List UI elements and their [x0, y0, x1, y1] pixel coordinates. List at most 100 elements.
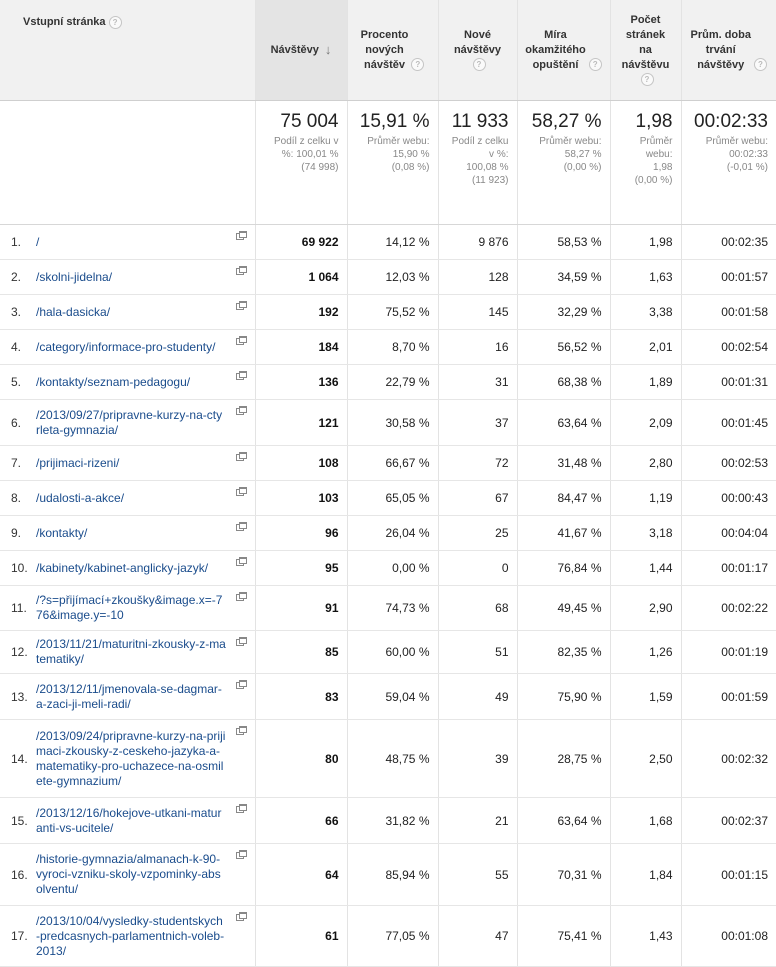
cell-new-visits: 128 — [438, 259, 518, 295]
table-row: 7. /prijimaci-rizeni/108 66,67 % 72 31,48 % 2… — [0, 445, 776, 481]
cell-visits: 83 — [255, 673, 348, 720]
cell-pages-per-visit: 2,80 — [610, 445, 682, 481]
landing-page-link[interactable]: /2013/10/04/vysledky-studentskych-predca… — [36, 913, 225, 958]
open-in-new-window-icon[interactable] — [235, 726, 247, 735]
row-number: 4. — [11, 340, 22, 354]
cell-new-visits: 21 — [438, 797, 518, 844]
landing-page-link[interactable]: /udalosti-a-akce/ — [36, 490, 125, 505]
cell-visits: 192 — [255, 294, 348, 330]
help-icon[interactable]: ? — [472, 58, 486, 72]
open-in-new-window-icon[interactable] — [235, 452, 247, 461]
cell-new-visits: 55 — [438, 843, 518, 906]
landing-page-link[interactable]: /2013/09/27/pripravne-kurzy-na-ctyrleta-… — [36, 407, 223, 437]
open-in-new-window-icon[interactable] — [235, 301, 247, 310]
open-in-new-window-icon[interactable] — [235, 912, 247, 921]
cell-bounce-rate: 41,67 % — [517, 515, 611, 551]
open-in-new-window-icon[interactable] — [235, 804, 247, 813]
cell-avg-duration: 00:01:15 — [681, 843, 776, 906]
cell-avg-duration: 00:02:54 — [681, 329, 776, 365]
cell-avg-duration: 00:02:35 — [681, 224, 776, 260]
landing-page-link[interactable]: /skolni-jidelna/ — [36, 269, 113, 284]
help-icon[interactable]: ? — [588, 58, 602, 72]
cell-visits: 121 — [255, 399, 348, 446]
col-header-bounce-rate[interactable]: Míra okamžitého opuštění? — [517, 0, 611, 101]
landing-page-link[interactable]: /2013/12/16/hokejove-utkani-maturanti-vs… — [36, 805, 222, 835]
landing-page-link[interactable]: /?s=přijímací+zkoušky&image.x=-776&image… — [36, 593, 223, 622]
cell-visits: 85 — [255, 630, 348, 674]
open-in-new-window-icon[interactable] — [235, 231, 247, 240]
table-row: 2. /skolni-jidelna/1 064 12,03 % 128 34,59 %… — [0, 259, 776, 295]
cell-avg-duration: 00:01:08 — [681, 905, 776, 967]
cell-pages-per-visit: 1,43 — [610, 905, 682, 967]
table-row: 4. /category/informace-pro-studenty/184 8,… — [0, 329, 776, 365]
cell-avg-duration: 00:02:53 — [681, 445, 776, 481]
open-in-new-window-icon[interactable] — [235, 266, 247, 275]
table-row: 14. /2013/09/24/pripravne-kurzy-na-prijim… — [0, 719, 776, 798]
landing-page-link[interactable]: /hala-dasicka/ — [36, 304, 111, 319]
row-number: 13. — [11, 689, 28, 704]
cell-new-visits: 67 — [438, 480, 518, 516]
total-visits: 75 004 Podíl z celku v%: 100,01 % (74 998… — [255, 100, 348, 225]
help-icon[interactable]: ? — [754, 58, 767, 72]
landing-page-link[interactable]: /kontakty/seznam-pedagogu/ — [36, 374, 191, 389]
col-header-landing-page[interactable]: Vstupní stránka? — [0, 0, 256, 101]
cell-new-visits-pct: 77,05 % — [347, 905, 439, 967]
cell-visits: 66 — [255, 797, 348, 844]
cell-bounce-rate: 76,84 % — [517, 550, 611, 586]
help-icon[interactable]: ? — [108, 15, 122, 29]
open-in-new-window-icon[interactable] — [235, 371, 247, 380]
col-header-new-visits[interactable]: Nové návštěvy? — [438, 0, 518, 101]
cell-pages-per-visit: 2,90 — [610, 585, 682, 631]
cell-new-visits: 16 — [438, 329, 518, 365]
help-icon[interactable]: ? — [411, 58, 425, 72]
cell-visits: 108 — [255, 445, 348, 481]
landing-page-link[interactable]: /2013/11/21/maturitni-zkousky-z-matemati… — [36, 637, 226, 666]
open-in-new-window-icon[interactable] — [235, 487, 247, 496]
cell-new-visits-pct: 30,58 % — [347, 399, 439, 446]
cell-avg-duration: 00:02:37 — [681, 797, 776, 844]
open-in-new-window-icon[interactable] — [235, 522, 247, 531]
cell-pages-per-visit: 1,19 — [610, 480, 682, 516]
cell-new-visits: 0 — [438, 550, 518, 586]
help-icon[interactable]: ? — [640, 73, 654, 87]
sort-desc-icon[interactable]: ↓ — [324, 42, 332, 58]
cell-new-visits: 51 — [438, 630, 518, 674]
cell-new-visits: 145 — [438, 294, 518, 330]
landing-page-link[interactable]: /kabinety/kabinet-anglicky-jazyk/ — [36, 560, 209, 575]
landing-page-link[interactable]: /category/informace-pro-studenty/ — [36, 339, 216, 354]
open-in-new-window-icon[interactable] — [235, 336, 247, 345]
col-header-new-visits-pct[interactable]: Procento nových návštěv? — [347, 0, 439, 101]
cell-pages-per-visit: 3,18 — [610, 515, 682, 551]
cell-new-visits: 37 — [438, 399, 518, 446]
cell-new-visits-pct: 12,03 % — [347, 259, 439, 295]
open-in-new-window-icon[interactable] — [235, 637, 247, 646]
cell-bounce-rate: 82,35 % — [517, 630, 611, 674]
landing-page-link[interactable]: / — [36, 234, 40, 249]
table-row: 13. /2013/12/11/jmenovala-se-dagmar-a-zac… — [0, 673, 776, 720]
cell-bounce-rate: 84,47 % — [517, 480, 611, 516]
landing-page-link[interactable]: /2013/12/11/jmenovala-se-dagmar-a-zaci-j… — [36, 681, 222, 711]
open-in-new-window-icon[interactable] — [235, 557, 247, 566]
cell-pages-per-visit: 1,59 — [610, 673, 682, 720]
cell-bounce-rate: 32,29 % — [517, 294, 611, 330]
landing-page-link[interactable]: /2013/09/24/pripravne-kurzy-na-prijimaci… — [36, 728, 226, 788]
col-header-avg-duration[interactable]: Prům. doba trvání návštěvy? — [681, 0, 776, 101]
col-header-pages-per-visit[interactable]: Počet stránek na návštěvu? — [610, 0, 682, 101]
cell-visits: 136 — [255, 364, 348, 400]
cell-bounce-rate: 58,53 % — [517, 224, 611, 260]
landing-page-link[interactable]: /historie-gymnazia/almanach-k-90-vyroci-… — [36, 852, 221, 896]
cell-pages-per-visit: 3,38 — [610, 294, 682, 330]
open-in-new-window-icon[interactable] — [235, 592, 247, 601]
open-in-new-window-icon[interactable] — [235, 680, 247, 689]
open-in-new-window-icon[interactable] — [235, 406, 247, 415]
row-number: 10. — [11, 561, 28, 575]
row-number: 12. — [11, 645, 28, 659]
landing-page-link[interactable]: /prijimaci-rizeni/ — [36, 455, 120, 470]
open-in-new-window-icon[interactable] — [235, 850, 247, 859]
cell-new-visits-pct: 0,00 % — [347, 550, 439, 586]
cell-new-visits: 72 — [438, 445, 518, 481]
col-header-visits[interactable]: Návštěvy ↓ — [255, 0, 348, 101]
landing-page-link[interactable]: /kontakty/ — [36, 525, 88, 540]
cell-bounce-rate: 34,59 % — [517, 259, 611, 295]
